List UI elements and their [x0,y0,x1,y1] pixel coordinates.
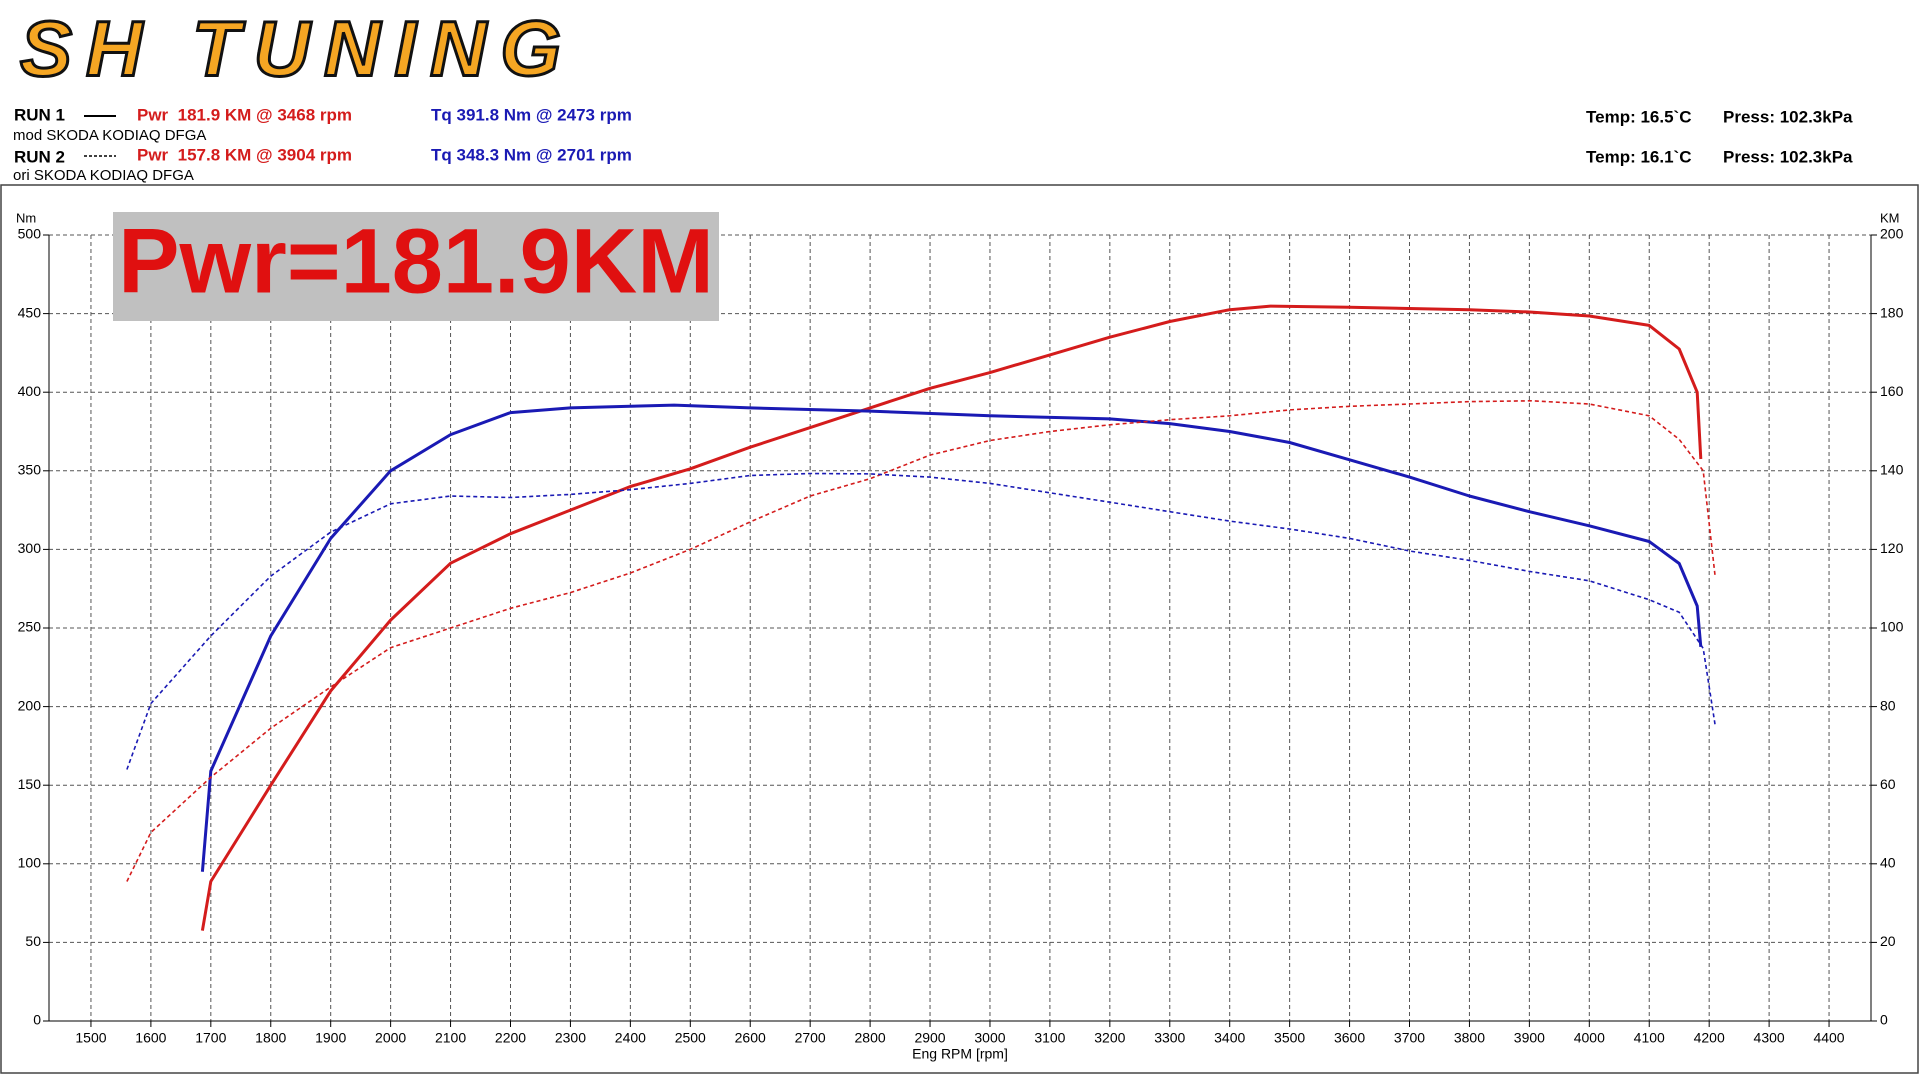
y-tick-label: 500 [18,226,42,242]
x-tick-label: 4100 [1634,1030,1665,1046]
y-tick-label: 50 [25,933,41,949]
x-tick-label: 3300 [1154,1030,1185,1046]
run-power: Pwr 157.8 KM @ 3904 rpm [137,145,352,164]
x-tick-label: 2400 [615,1030,646,1046]
run-torque: Tq 391.8 Nm @ 2473 rpm [431,105,632,124]
y-tick-label: 200 [18,697,42,713]
series-line [126,400,1716,882]
y2-tick-label: 80 [1880,697,1896,713]
y-tick-label: 250 [18,619,42,635]
x-tick-label: 1900 [315,1030,346,1046]
y2-tick-label: 120 [1880,540,1904,556]
y2-tick-label: 160 [1880,383,1904,399]
y2-tick-label: 60 [1880,776,1896,792]
annotation-box [113,212,719,321]
x-tick-label: 1600 [135,1030,166,1046]
run-power: Pwr 181.9 KM @ 3468 rpm [137,105,352,124]
x-tick-label: 3200 [1094,1030,1125,1046]
y-tick-label: 450 [18,304,42,320]
run-legend: RUN 1 Pwr 181.9 KM @ 3468 rpm Tq 391.8 N… [13,105,1853,183]
y-tick-label: 400 [18,383,42,399]
chart-frame [0,184,1919,1074]
logo: SH TUNING [20,5,575,93]
x-tick-label: 4200 [1694,1030,1725,1046]
y2-tick-label: 20 [1880,933,1896,949]
x-tick-label: 4300 [1754,1030,1785,1046]
x-tick-label: 2200 [495,1030,526,1046]
x-tick-label: 4400 [1813,1030,1844,1046]
y2-tick-label: 140 [1880,462,1904,478]
x-tick-label: 3100 [1034,1030,1065,1046]
x-tick-label: 2100 [435,1030,466,1046]
run-car: mod SKODA KODIAQ DFGA [13,127,206,144]
y2-tick-label: 0 [1880,1012,1888,1028]
y2-tick-label: 200 [1880,226,1904,242]
y-tick-label: 0 [33,1012,41,1028]
x-tick-label: 3700 [1394,1030,1425,1046]
x-tick-label: 1800 [255,1030,286,1046]
run-press: Press: 102.3kPa [1723,147,1853,166]
y-tick-label: 350 [18,462,42,478]
x-tick-label: 2700 [795,1030,826,1046]
run-car: ori SKODA KODIAQ DFGA [13,167,194,184]
x-tick-label: 1700 [195,1030,226,1046]
x-tick-label: 2800 [855,1030,886,1046]
x-tick-label: 3400 [1214,1030,1245,1046]
x-tick-label: 3900 [1514,1030,1545,1046]
y2-axis-label: KM [1880,210,1900,225]
x-tick-label: 4000 [1574,1030,1605,1046]
run-label: RUN 2 [14,147,65,166]
y-tick-label: 150 [18,776,42,792]
x-tick-label: 2600 [735,1030,766,1046]
y-tick-label: 100 [18,855,42,871]
series-line [126,472,1716,770]
series-line [200,304,1703,931]
x-tick-label: 1500 [75,1030,106,1046]
y2-tick-label: 100 [1880,619,1904,635]
x-tick-label: 3600 [1334,1030,1365,1046]
run-temp: Temp: 16.5`C [1586,107,1692,126]
x-axis-label: Eng RPM [rpm] [912,1046,1008,1062]
run-torque: Tq 348.3 Nm @ 2701 rpm [431,145,632,164]
y2-tick-label: 180 [1880,304,1904,320]
y-tick-label: 300 [18,540,42,556]
run-label: RUN 1 [14,105,65,124]
x-tick-label: 2500 [675,1030,706,1046]
x-tick-label: 3800 [1454,1030,1485,1046]
x-tick-label: 3000 [974,1030,1005,1046]
x-tick-label: 2900 [914,1030,945,1046]
y2-tick-label: 40 [1880,855,1896,871]
x-tick-label: 3500 [1274,1030,1305,1046]
series-line [200,403,1703,872]
y-axis-label: Nm [16,210,36,225]
x-tick-label: 2000 [375,1030,406,1046]
run-temp: Temp: 16.1`C [1586,147,1692,166]
x-tick-label: 2300 [555,1030,586,1046]
run-press: Press: 102.3kPa [1723,107,1853,126]
annotation: Pwr=181.9KM [118,210,714,312]
